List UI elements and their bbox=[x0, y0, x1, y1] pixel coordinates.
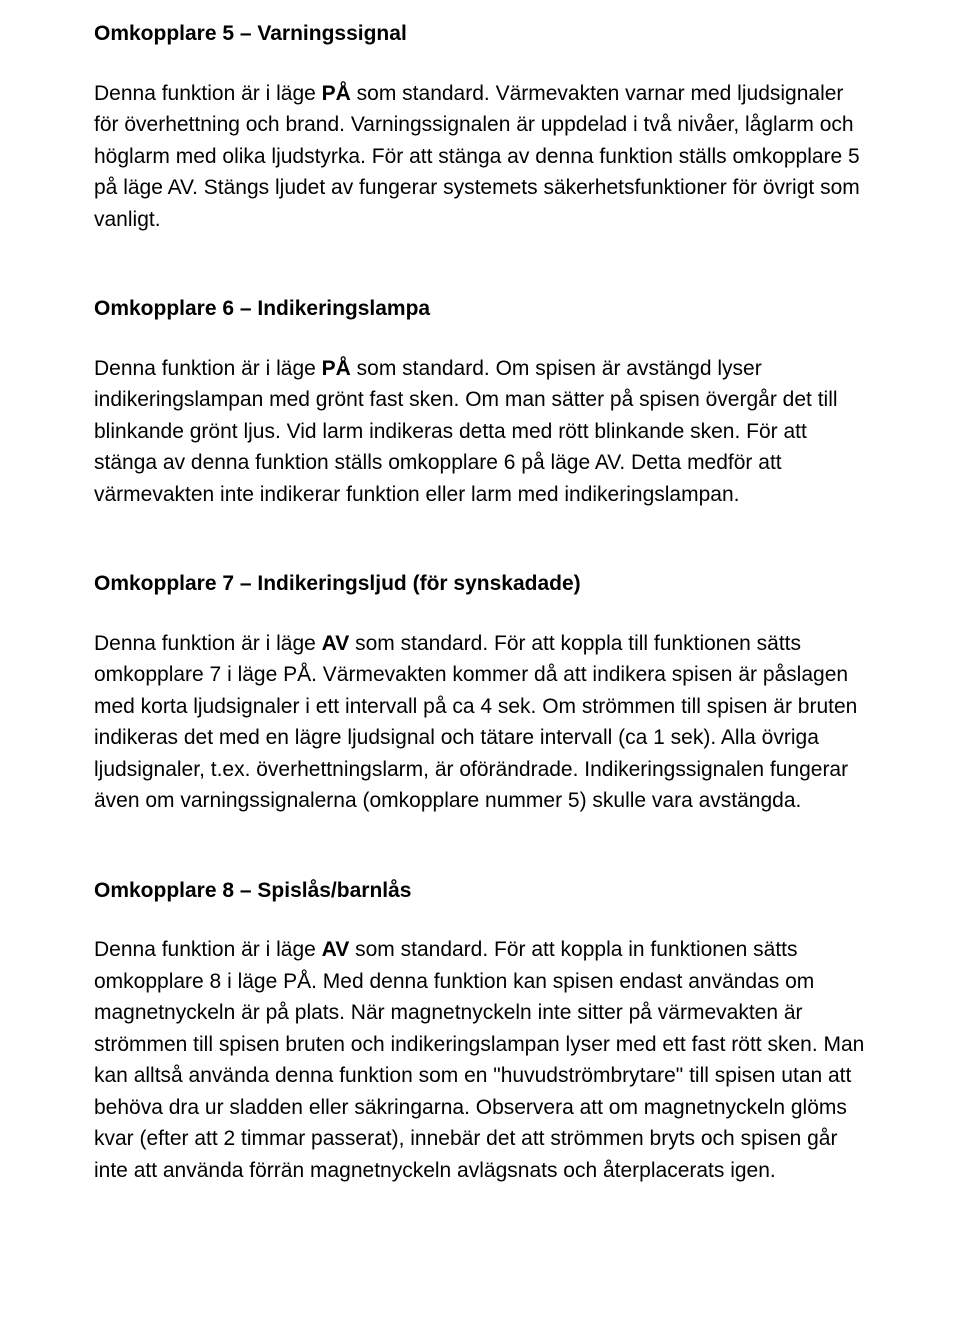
section-body: Denna funktion är i läge AV som standard… bbox=[94, 628, 872, 817]
body-text-bold: AV bbox=[322, 938, 350, 961]
body-text-post: som standard. För att koppla in funktion… bbox=[94, 938, 864, 1182]
body-text-pre: Denna funktion är i läge bbox=[94, 632, 322, 655]
section-omkopplare-5: Omkopplare 5 – Varningssignal Denna funk… bbox=[94, 18, 872, 235]
body-text-pre: Denna funktion är i läge bbox=[94, 938, 322, 961]
section-omkopplare-7: Omkopplare 7 – Indikeringsljud (för syns… bbox=[94, 568, 872, 817]
section-heading: Omkopplare 5 – Varningssignal bbox=[94, 18, 872, 50]
section-heading: Omkopplare 7 – Indikeringsljud (för syns… bbox=[94, 568, 872, 600]
section-omkopplare-6: Omkopplare 6 – Indikeringslampa Denna fu… bbox=[94, 293, 872, 510]
section-body: Denna funktion är i läge PÅ som standard… bbox=[94, 78, 872, 236]
body-text-bold: PÅ bbox=[322, 357, 351, 380]
body-text-bold: AV bbox=[322, 632, 350, 655]
body-text-bold: PÅ bbox=[322, 82, 351, 105]
section-heading: Omkopplare 6 – Indikeringslampa bbox=[94, 293, 872, 325]
section-omkopplare-8: Omkopplare 8 – Spislås/barnlås Denna fun… bbox=[94, 875, 872, 1187]
section-body: Denna funktion är i läge PÅ som standard… bbox=[94, 353, 872, 511]
body-text-pre: Denna funktion är i läge bbox=[94, 357, 322, 380]
body-text-pre: Denna funktion är i läge bbox=[94, 82, 322, 105]
body-text-post: som standard. För att koppla till funkti… bbox=[94, 632, 857, 813]
section-body: Denna funktion är i läge AV som standard… bbox=[94, 934, 872, 1186]
section-heading: Omkopplare 8 – Spislås/barnlås bbox=[94, 875, 872, 907]
